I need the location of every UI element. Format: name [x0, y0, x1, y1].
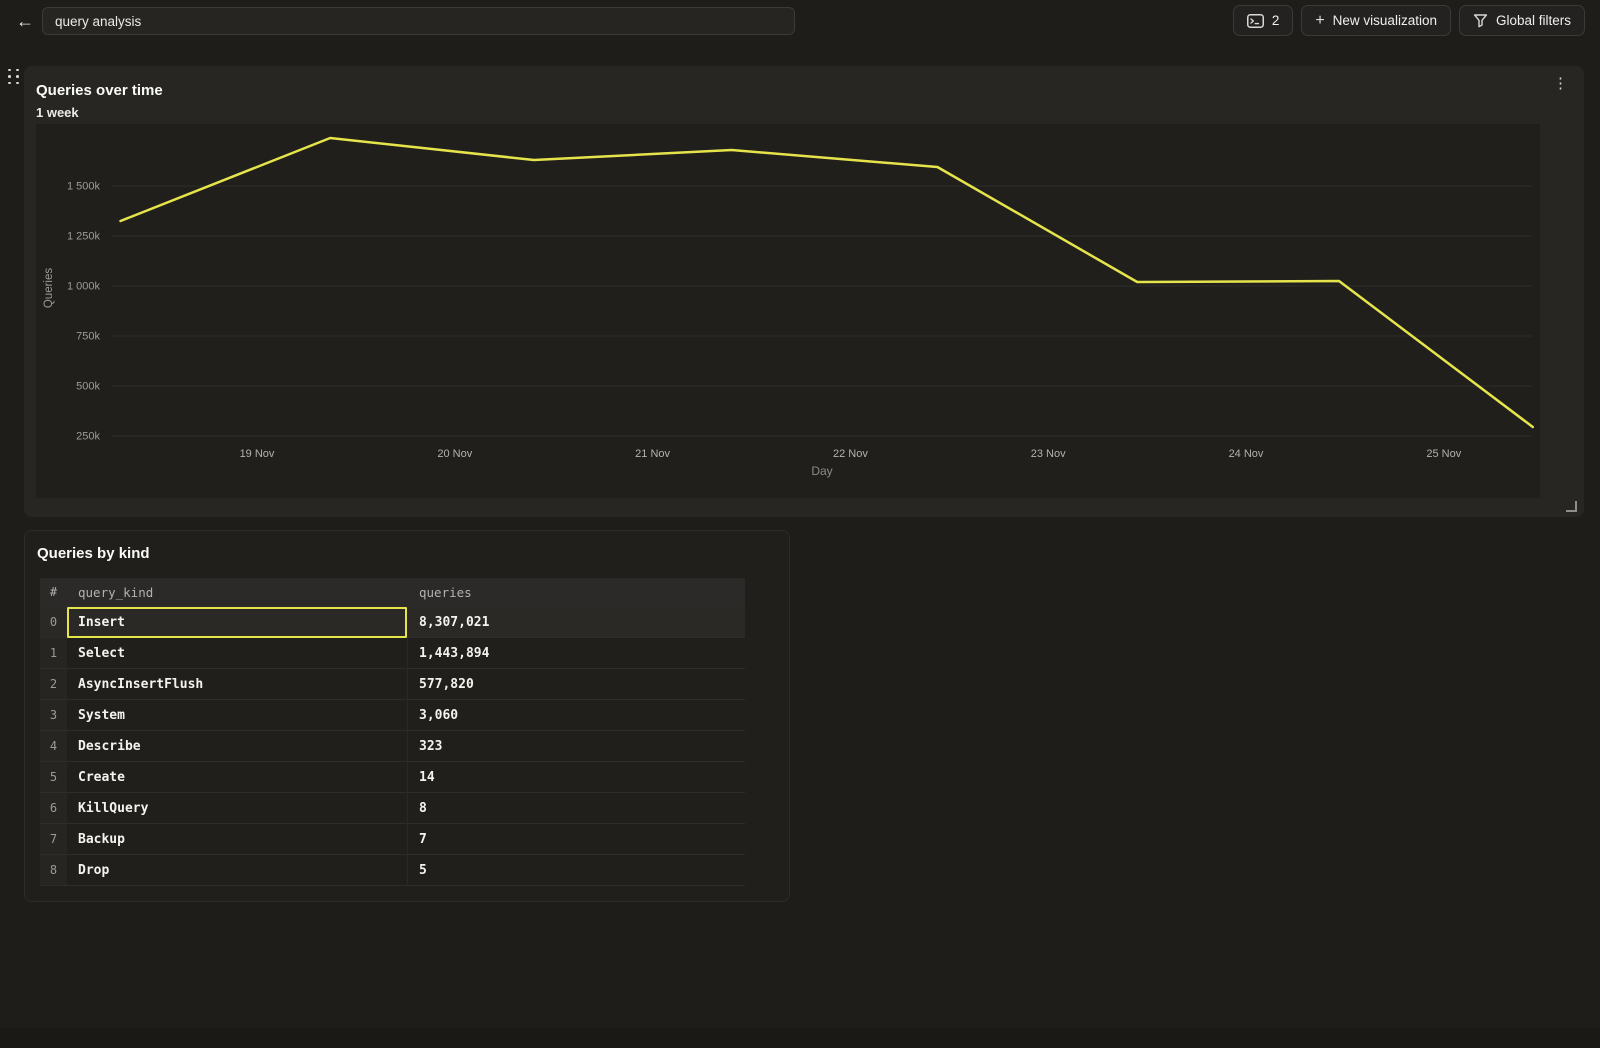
table-row[interactable]: 7Backup7 [40, 824, 745, 855]
query-kind-cell[interactable]: Backup [67, 824, 407, 855]
y-tick-label: 1 000k [67, 281, 101, 293]
query-tabs-count: 2 [1272, 13, 1280, 28]
query-kind-cell[interactable]: Insert [67, 607, 407, 638]
queries-count-cell[interactable]: 8,307,021 [407, 607, 745, 638]
query-kind-cell[interactable]: Describe [67, 731, 407, 762]
table-row[interactable]: 6KillQuery8 [40, 793, 745, 824]
x-tick-label: 19 Nov [240, 448, 275, 460]
query-kind-cell[interactable]: KillQuery [67, 793, 407, 824]
x-tick-label: 22 Nov [833, 448, 868, 460]
queries-count-cell[interactable]: 8 [407, 793, 745, 824]
row-index-cell: 4 [40, 731, 67, 762]
queries-line-chart: 1 500k 1 250k 1 000k 750k 500k 250k Queries 19 … [36, 124, 1540, 498]
table-body: 0Insert8,307,0211Select1,443,8942AsyncIn… [40, 607, 745, 886]
x-tick-label: 20 Nov [437, 448, 472, 460]
row-index-cell: 2 [40, 669, 67, 700]
x-tick-label: 21 Nov [635, 448, 670, 460]
query-kind-cell[interactable]: System [67, 700, 407, 731]
new-visualization-label: New visualization [1333, 13, 1437, 28]
global-filters-button[interactable]: Global filters [1459, 5, 1585, 36]
queries-count-cell[interactable]: 323 [407, 731, 745, 762]
query-kind-cell[interactable]: Create [67, 762, 407, 793]
queries-series-line [121, 138, 1533, 427]
query-kind-cell[interactable]: AsyncInsertFlush [67, 669, 407, 700]
queries-count-cell[interactable]: 7 [407, 824, 745, 855]
table-row[interactable]: 2AsyncInsertFlush577,820 [40, 669, 745, 700]
column-header-index: # [40, 578, 67, 607]
row-index-cell: 0 [40, 607, 67, 638]
top-toolbar: ← 2 + New visualization Global fil [0, 0, 1600, 42]
row-index-cell: 6 [40, 793, 67, 824]
toolbar-actions: 2 + New visualization Global filters [1233, 5, 1585, 36]
y-axis-title: Queries [43, 268, 55, 309]
queries-count-cell[interactable]: 3,060 [407, 700, 745, 731]
query-kind-cell[interactable]: Select [67, 638, 407, 669]
queries-count-cell[interactable]: 14 [407, 762, 745, 793]
back-button[interactable]: ← [12, 8, 38, 34]
table-panel-title: Queries by kind [37, 545, 150, 562]
y-tick-label: 1 500k [67, 181, 101, 193]
row-index-cell: 5 [40, 762, 67, 793]
table-row[interactable]: 5Create14 [40, 762, 745, 793]
row-index-cell: 1 [40, 638, 67, 669]
funnel-icon [1473, 13, 1488, 28]
x-tick-label: 23 Nov [1031, 448, 1066, 460]
table-row[interactable]: 1Select1,443,894 [40, 638, 745, 669]
row-index-cell: 7 [40, 824, 67, 855]
panel-drag-handle-icon[interactable] [6, 67, 21, 86]
new-visualization-button[interactable]: + New visualization [1301, 5, 1451, 36]
dashboard-title-input[interactable] [42, 7, 795, 35]
table-header-row: # query_kind queries [40, 578, 745, 607]
global-filters-label: Global filters [1496, 13, 1571, 28]
query-tabs-button[interactable]: 2 [1233, 5, 1294, 36]
panel-resize-handle[interactable] [1566, 501, 1577, 512]
table-row[interactable]: 4Describe323 [40, 731, 745, 762]
queries-count-cell[interactable]: 577,820 [407, 669, 745, 700]
column-header-query-kind: query_kind [67, 578, 407, 607]
console-icon [1247, 14, 1264, 28]
plus-icon: + [1315, 13, 1324, 29]
y-tick-label: 750k [76, 331, 100, 343]
queries-over-time-panel: Queries over time 1 week ⋮ 1 500k1 250k1… [24, 66, 1584, 517]
window-bottom-edge [0, 1028, 1600, 1048]
row-index-cell: 8 [40, 855, 67, 886]
panel-menu-kebab-icon[interactable]: ⋮ [1553, 76, 1568, 93]
x-axis-title: Day [811, 464, 832, 478]
queries-by-kind-table: # query_kind queries 0Insert8,307,0211Se… [40, 578, 745, 886]
query-kind-cell[interactable]: Drop [67, 855, 407, 886]
chart-panel-subtitle: 1 week [36, 105, 79, 120]
x-tick-label: 25 Nov [1426, 448, 1461, 460]
y-tick-label: 250k [76, 431, 100, 443]
queries-count-cell[interactable]: 1,443,894 [407, 638, 745, 669]
queries-count-cell[interactable]: 5 [407, 855, 745, 886]
row-index-cell: 3 [40, 700, 67, 731]
queries-by-kind-panel: Queries by kind # query_kind queries 0In… [24, 530, 790, 902]
chart-panel-title: Queries over time [36, 82, 163, 99]
table-row[interactable]: 8Drop5 [40, 855, 745, 886]
y-tick-label: 1 250k [67, 231, 101, 243]
table-row[interactable]: 3System3,060 [40, 700, 745, 731]
column-header-queries: queries [407, 578, 745, 607]
line-chart-plot: 1 500k 1 250k 1 000k 750k 500k 250k Queries 19 … [36, 124, 1540, 498]
y-tick-label: 500k [76, 381, 100, 393]
back-arrow-icon: ← [16, 11, 34, 32]
x-tick-label: 24 Nov [1229, 448, 1264, 460]
table-row[interactable]: 0Insert8,307,021 [40, 607, 745, 638]
